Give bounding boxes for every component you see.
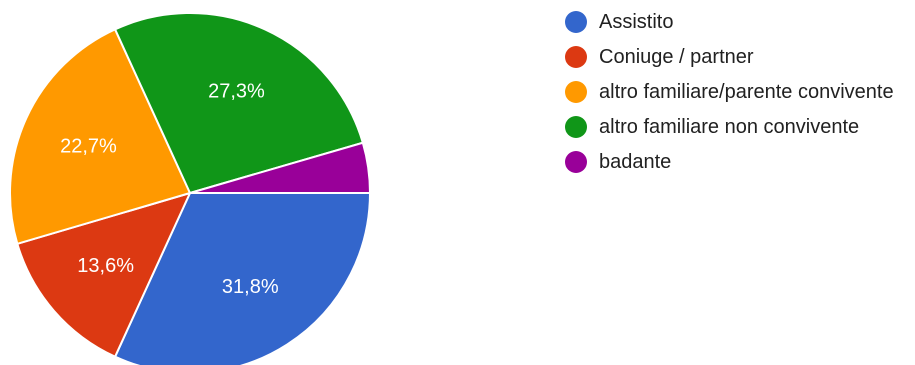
legend-swatch-badante	[565, 151, 587, 173]
pie-label-altro-familiare-non-convivente: 27,3%	[208, 81, 265, 103]
legend-label-badante: badante	[599, 151, 672, 173]
legend-swatch-altro-familiare-non-convivente	[565, 116, 587, 138]
legend-label-assistito: Assistito	[599, 11, 674, 33]
pie-label-coniuge-partner: 13,6%	[77, 255, 134, 277]
legend-item-assistito[interactable]: Assistito	[565, 8, 910, 36]
legend-swatch-assistito	[565, 11, 587, 33]
legend-swatch-coniuge-partner	[565, 46, 587, 68]
legend-item-coniuge-partner[interactable]: Coniuge / partner	[565, 43, 910, 71]
legend-label-altro-familiare-non-convivente: altro familiare non convivente	[599, 116, 860, 138]
pie-chart: 31,8% 13,6% 22,7% 27,3%	[9, 12, 372, 365]
pie-slice-badante[interactable]	[189, 141, 372, 194]
legend-item-altro-familiare-convivente[interactable]: altro familiare/parente convivente	[565, 78, 910, 106]
pie-slice-altro-familiare-non-convivente[interactable]	[113, 12, 365, 195]
pie-slice-coniuge-partner[interactable]	[16, 191, 192, 358]
legend-label-altro-familiare-convivente: altro familiare/parente convivente	[599, 81, 894, 103]
legend-item-badante[interactable]: badante	[565, 148, 910, 176]
legend-swatch-altro-familiare-convivente	[565, 81, 587, 103]
legend-item-altro-familiare-non-convivente[interactable]: altro familiare non convivente	[565, 113, 910, 141]
pie-label-assistito: 31,8%	[222, 276, 279, 298]
pie-slice-altro-familiare-parente-convivente[interactable]	[9, 28, 192, 246]
chart-legend: Assistito Coniuge / partner altro famili…	[565, 8, 910, 183]
legend-label-coniuge-partner: Coniuge / partner	[599, 46, 754, 68]
pie-slice-assistito[interactable]	[113, 192, 372, 365]
pie-label-altro-familiare-parente-convivente: 22,7%	[60, 136, 117, 158]
